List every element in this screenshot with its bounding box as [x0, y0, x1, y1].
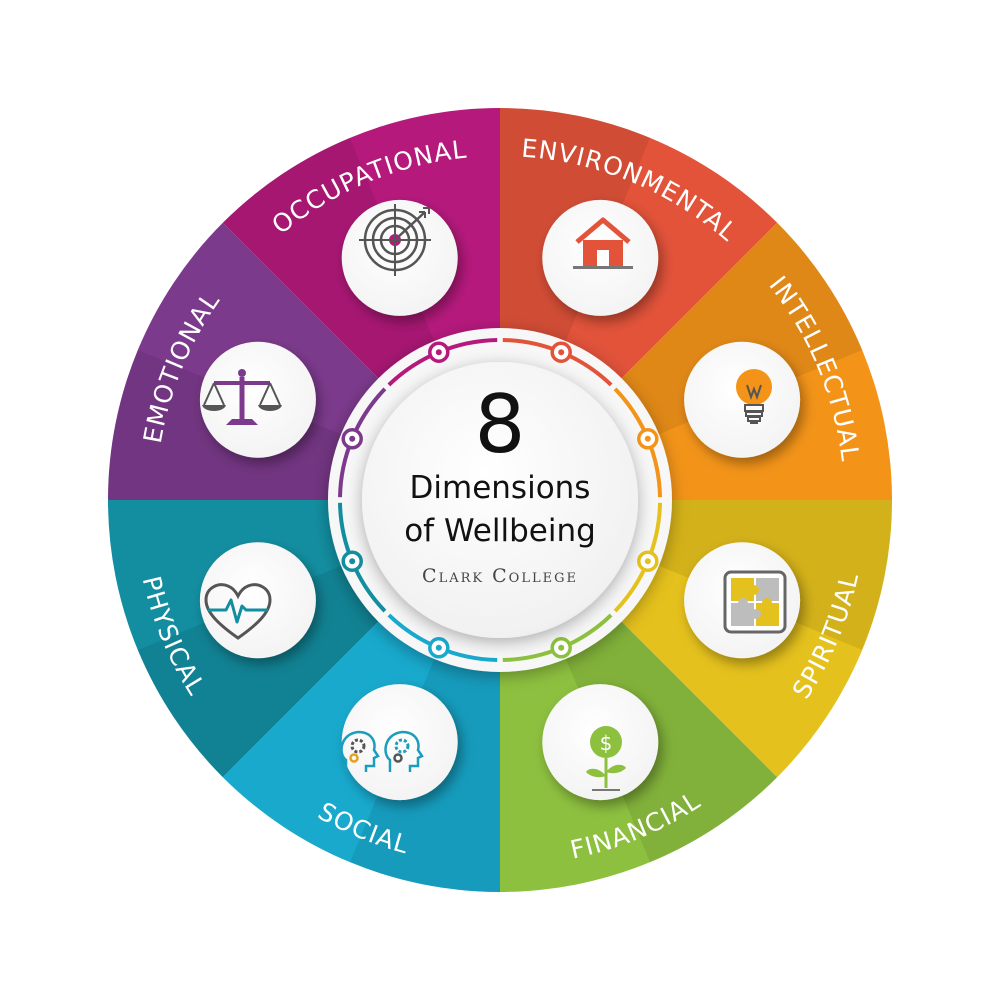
center-disc — [362, 362, 638, 638]
svg-text:$: $ — [600, 731, 613, 755]
title-number: 8 — [475, 378, 526, 471]
ring-dot-center-spiritual — [644, 558, 651, 565]
ring-dot-center-social — [435, 644, 442, 651]
title-line-2: of Wellbeing — [404, 513, 596, 549]
icon-circle-emotional — [199, 341, 316, 458]
ring-dot-center-emotional — [349, 435, 356, 442]
organization-name: Clark College — [422, 565, 578, 587]
target-icon — [359, 204, 431, 276]
money-plant-icon: $ — [586, 726, 626, 791]
ring-dot-center-environmental — [558, 349, 565, 356]
ring-dot-center-physical — [349, 558, 356, 565]
icon-circle-occupational — [341, 199, 458, 316]
ring-dot-center-financial — [558, 644, 565, 651]
heart-pulse-icon — [204, 583, 272, 640]
house-icon — [573, 217, 633, 269]
heads-gears-icon — [340, 730, 424, 772]
puzzle-icon — [723, 570, 787, 634]
icon-circle-physical — [199, 542, 316, 659]
lightbulb-icon — [736, 369, 772, 424]
ring-dots — [341, 341, 659, 659]
balance-scale-icon — [202, 369, 282, 425]
ring-dot-center-occupational — [435, 349, 442, 356]
title-line-1: Dimensions — [410, 470, 591, 506]
icon-circle-social — [341, 684, 458, 801]
ring-dot-center-intellectual — [644, 435, 651, 442]
